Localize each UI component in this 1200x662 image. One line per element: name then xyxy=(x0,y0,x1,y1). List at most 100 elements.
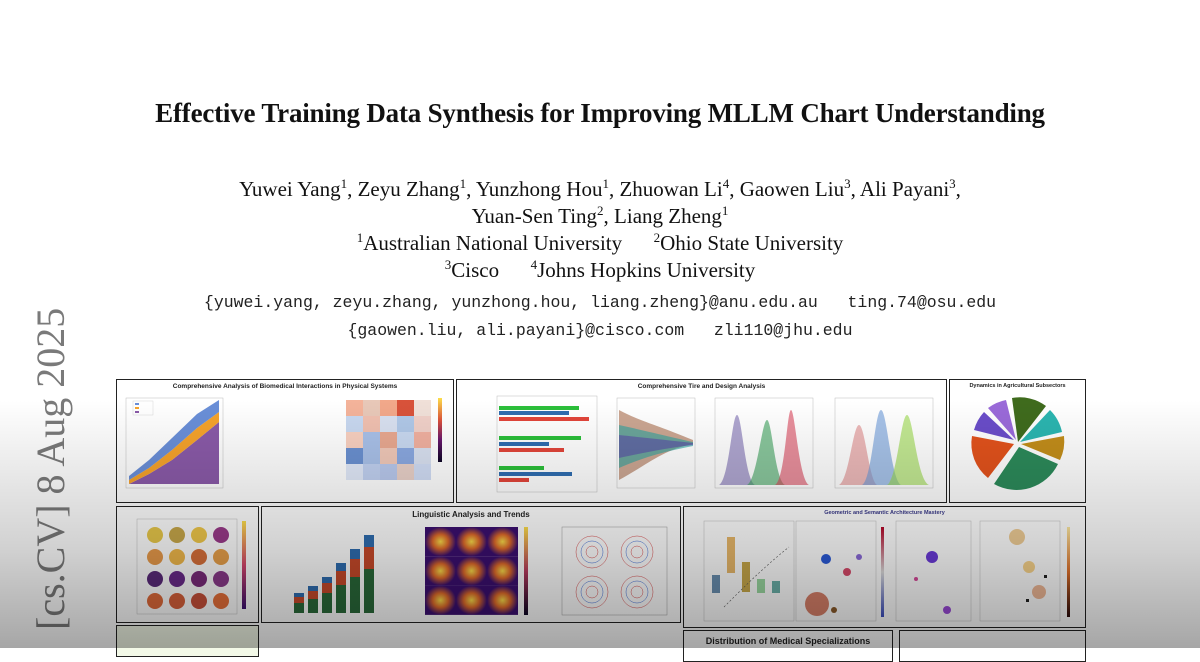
figure-panel-geometric: Geometric and Semantic Architecture Mast… xyxy=(683,506,1086,628)
author-affiliation-mark: 1 xyxy=(459,176,467,191)
bubble-scatter-3 xyxy=(979,520,1061,622)
author-affiliation-mark: 1 xyxy=(721,203,729,218)
stacked-bar-segment xyxy=(294,593,304,597)
panel-title: Linguistic Analysis and Trends xyxy=(412,510,530,519)
stacked-area-chart xyxy=(125,397,224,489)
stacked-bar-segment xyxy=(350,549,360,559)
bubble-marker xyxy=(213,527,229,543)
author-name: Gaowen Liu xyxy=(739,177,845,201)
bubble-marker xyxy=(191,527,207,543)
bubble-marker xyxy=(213,571,229,587)
panel-title: Comprehensive Analysis of Biomedical Int… xyxy=(172,383,398,390)
heatmap-cell xyxy=(397,400,414,416)
heatmap-cell xyxy=(363,400,380,416)
heatmap-cell xyxy=(456,556,487,586)
affiliation-name: Johns Hopkins University xyxy=(537,258,756,282)
panel-title: Geometric and Semantic Architecture Mast… xyxy=(824,510,945,516)
heatmap-cell xyxy=(414,448,431,464)
panel-title: Dynamics in Agricultural Subsectors xyxy=(969,383,1066,389)
author-affiliation-mark: 4 xyxy=(722,176,730,191)
heatmap-cell xyxy=(380,448,397,464)
heatmap-cell xyxy=(363,416,380,432)
author-name: Liang Zheng xyxy=(614,204,722,228)
bubble-scatter-1 xyxy=(795,520,877,622)
panel-graphics xyxy=(125,397,442,489)
heatmap-cell xyxy=(425,585,456,615)
affiliation-number: 3 xyxy=(444,257,452,272)
author-name: Ali Payani xyxy=(859,177,950,201)
bubble-marker xyxy=(169,527,185,543)
horizontal-bar-chart xyxy=(496,395,598,493)
heatmap-cell xyxy=(380,432,397,448)
stacked-bar-segment xyxy=(308,599,318,613)
heatmap-cell xyxy=(363,448,380,464)
bubble-scatter-2 xyxy=(895,520,972,622)
stacked-bar-segment xyxy=(336,563,346,571)
contour-line xyxy=(625,580,649,604)
bubble-marker xyxy=(169,571,185,587)
contour-lines-plot xyxy=(561,526,668,616)
author-affiliation-mark: 3 xyxy=(949,176,956,191)
stacked-bar-segment xyxy=(308,591,318,599)
contour-line xyxy=(575,575,609,609)
affiliation-number: 1 xyxy=(356,230,364,245)
stacked-bar-segment xyxy=(322,593,332,613)
stacked-bar-segment xyxy=(322,583,332,593)
contour-line xyxy=(580,540,604,564)
author-name: Zhuowan Li xyxy=(619,177,723,201)
bubble-marker xyxy=(191,549,207,565)
heatmap-cell xyxy=(425,527,456,557)
figure-panel-linguistic: Linguistic Analysis and Trends xyxy=(261,506,681,623)
panel-graphics xyxy=(496,395,934,493)
bubble-marker xyxy=(213,593,229,609)
contour-line xyxy=(630,585,644,599)
author-affiliation-mark: 1 xyxy=(340,176,348,191)
contour-line xyxy=(625,540,649,564)
author-affiliation-mark: 3 xyxy=(844,176,851,191)
author-affiliation-mark: 2 xyxy=(597,203,604,218)
author-block: Yuwei Yang1, Zeyu Zhang1, Yunzhong Hou1,… xyxy=(0,176,1200,284)
bubble-marker xyxy=(213,549,229,565)
contour-heatmap xyxy=(425,527,518,615)
bubble-marker xyxy=(147,527,163,543)
heatmap-cell xyxy=(346,416,363,432)
figure-panel-biomedical: Comprehensive Analysis of Biomedical Int… xyxy=(116,379,454,503)
stacked-bar-chart xyxy=(294,535,374,613)
heatmap-cell xyxy=(487,585,518,615)
exploded-pie-chart xyxy=(971,397,1065,490)
stacked-bar-segment xyxy=(350,559,360,577)
heatmap-cell xyxy=(380,400,397,416)
stacked-bar-segment xyxy=(350,577,360,613)
bubble-marker xyxy=(191,593,207,609)
heatmap-blue-red xyxy=(346,400,431,480)
author-name: Zeyu Zhang xyxy=(357,177,460,201)
affiliation-line-1: 1Australian National University 2Ohio St… xyxy=(0,230,1200,257)
heatmap-cell xyxy=(414,416,431,432)
heatmap-cell xyxy=(346,400,363,416)
heatmap-cell xyxy=(456,585,487,615)
density-ridges-2 xyxy=(834,397,934,489)
author-affiliation-mark: 1 xyxy=(602,176,609,191)
paper-first-page: Effective Training Data Synthesis for Im… xyxy=(0,98,1200,662)
heatmap-cell xyxy=(487,527,518,557)
figure-panel-partial-1 xyxy=(116,625,259,657)
author-name: Yuan-Sen Ting xyxy=(471,204,598,228)
stacked-bar-segment xyxy=(364,569,374,613)
stacked-bar-segment xyxy=(294,597,304,603)
panel-graphics xyxy=(703,520,1070,622)
author-name: Yuwei Yang xyxy=(239,177,341,201)
stacked-bar-segment xyxy=(364,547,374,569)
density-ridges-1 xyxy=(714,397,814,489)
box-plot xyxy=(703,520,795,622)
heatmap-cell xyxy=(380,464,397,480)
contour-line xyxy=(585,585,599,599)
bubble-marker xyxy=(191,571,207,587)
bubble-marker xyxy=(147,593,163,609)
contour-line xyxy=(585,545,599,559)
heatmap-cell xyxy=(487,556,518,586)
heatmap-cell xyxy=(397,416,414,432)
bubble-marker xyxy=(147,571,163,587)
contour-line xyxy=(620,535,654,569)
heatmap-cell xyxy=(346,432,363,448)
heatmap-cell xyxy=(414,464,431,480)
